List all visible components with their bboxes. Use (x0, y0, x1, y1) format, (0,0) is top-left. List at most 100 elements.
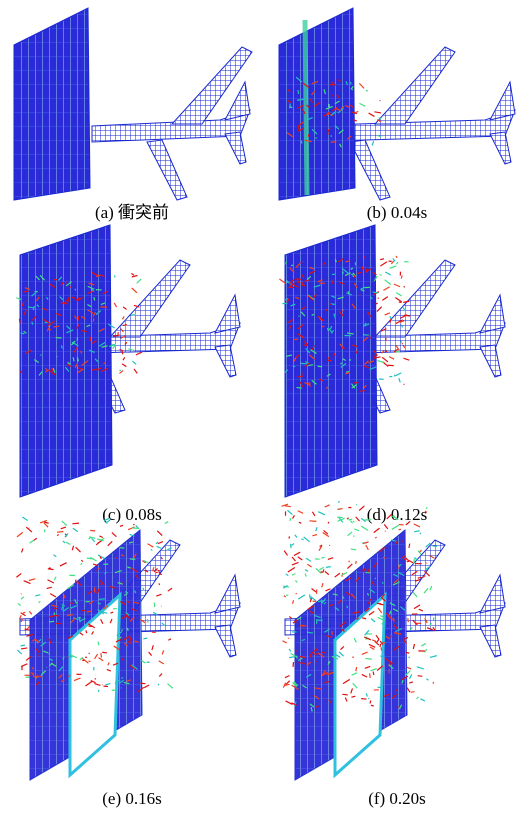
debris (366, 545, 369, 550)
debris (156, 542, 158, 544)
debris (21, 645, 25, 646)
debris (433, 682, 434, 684)
debris (122, 316, 124, 319)
debris (417, 697, 419, 699)
debris (296, 656, 297, 659)
debris (49, 616, 53, 617)
debris (72, 546, 73, 551)
debris (285, 675, 290, 677)
debris (123, 325, 127, 326)
debris (19, 319, 20, 324)
debris (335, 573, 340, 577)
debris (57, 532, 63, 533)
debris (399, 529, 401, 530)
tail (215, 345, 236, 377)
debris (347, 564, 352, 569)
debris (312, 512, 314, 516)
debris (430, 656, 437, 658)
debris (301, 141, 302, 144)
debris (370, 673, 371, 678)
debris (299, 522, 301, 523)
debris (396, 293, 401, 296)
debris (40, 355, 41, 356)
tail (480, 295, 505, 333)
debris (394, 618, 395, 622)
wing (350, 140, 390, 200)
panel: (b) 0.04s (279, 8, 515, 222)
debris (309, 521, 316, 522)
debris (405, 652, 409, 653)
debris (319, 567, 323, 569)
debris (323, 569, 324, 572)
panel: (f) 0.20s (282, 501, 505, 808)
debris (49, 621, 54, 622)
debris (17, 532, 23, 536)
debris (408, 618, 409, 622)
debris (30, 673, 34, 674)
debris (389, 261, 392, 262)
debris (298, 511, 303, 514)
debris (293, 515, 295, 518)
debris (328, 133, 329, 134)
debris (48, 569, 54, 570)
debris (356, 667, 357, 671)
debris (373, 672, 374, 675)
debris (73, 528, 78, 531)
debris (21, 548, 23, 552)
debris (60, 563, 67, 566)
debris (52, 368, 53, 371)
debris (390, 266, 397, 268)
debris (417, 667, 424, 669)
debris (39, 601, 41, 603)
debris (356, 517, 360, 521)
page: {"figure": {"panels": [ {"caption": "(a)… (0, 0, 530, 814)
debris (21, 597, 24, 599)
debris (159, 673, 162, 676)
debris (120, 525, 123, 526)
debris (407, 688, 410, 693)
debris (67, 615, 73, 616)
caption: (c) 0.08s (102, 505, 161, 524)
debris (282, 641, 286, 643)
debris (144, 685, 149, 688)
debris (141, 660, 145, 663)
debris (168, 639, 171, 640)
debris (301, 539, 303, 540)
debris (380, 259, 384, 260)
debris (354, 529, 359, 531)
wall (14, 8, 90, 200)
debris (158, 684, 159, 686)
debris (30, 540, 35, 543)
tail (225, 132, 246, 164)
debris (308, 383, 311, 384)
wing (375, 260, 455, 337)
debris (140, 683, 145, 684)
debris (306, 558, 311, 561)
debris (404, 286, 405, 287)
debris (123, 357, 125, 360)
debris (293, 339, 298, 340)
debris (54, 615, 60, 616)
debris (414, 531, 420, 532)
debris (94, 297, 95, 300)
debris (47, 587, 52, 588)
debris (131, 273, 134, 275)
debris (72, 523, 79, 524)
debris (385, 313, 390, 315)
debris (305, 570, 308, 572)
tail (215, 295, 240, 333)
debris (326, 567, 331, 568)
debris (114, 303, 116, 307)
panel: (d) 0.12s (279, 225, 505, 524)
debris (379, 604, 383, 605)
debris (294, 552, 300, 555)
debris (293, 600, 294, 604)
debris (289, 536, 290, 538)
debris (329, 104, 330, 108)
debris (50, 594, 56, 597)
debris (18, 603, 21, 605)
debris (409, 682, 413, 683)
debris (414, 524, 420, 527)
debris (375, 537, 376, 538)
debris (322, 583, 323, 587)
